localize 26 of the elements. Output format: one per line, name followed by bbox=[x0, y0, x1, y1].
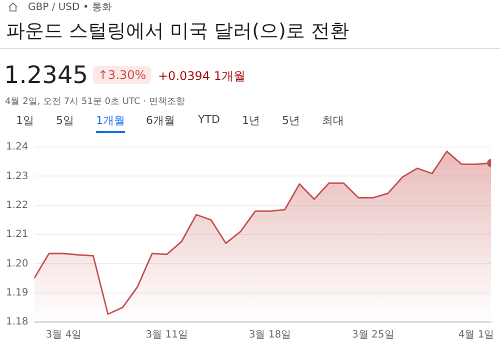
y-tick-label: 1.19 bbox=[6, 287, 28, 298]
y-tick-label: 1.21 bbox=[6, 229, 28, 240]
y-tick-label: 1.18 bbox=[6, 316, 28, 328]
y-tick-label: 1.22 bbox=[6, 200, 28, 211]
text: 1일 bbox=[16, 113, 34, 128]
text: 1년 bbox=[242, 113, 260, 128]
x-tick-label: 3월 11일 bbox=[146, 330, 188, 341]
y-tick-label: 1.23 bbox=[6, 170, 28, 182]
text: GBP / USD • 통화 bbox=[28, 1, 112, 14]
text: ↑3.30% bbox=[93, 66, 152, 84]
text: 4월 2일, 오전 7시 51분 0초 UTC · 면책조항 bbox=[5, 96, 185, 108]
text: 1개월 bbox=[96, 113, 125, 133]
y-tick-label: 1.24 bbox=[6, 142, 28, 153]
y-tick-label: 1.20 bbox=[6, 258, 28, 270]
text: YTD bbox=[198, 113, 220, 126]
text: 5년 bbox=[282, 113, 300, 128]
chart-title: 파운드 스털링에서 미국 달러(으)로 전환 bbox=[6, 19, 349, 44]
x-tick-label: 3월 18일 bbox=[248, 330, 292, 341]
text: 1.2345 bbox=[4, 61, 88, 89]
text: 5일 bbox=[56, 113, 74, 128]
text: 최대 bbox=[322, 113, 344, 128]
text: +0.0394 1개월 bbox=[158, 68, 246, 85]
x-tick-label: 4월 1일 bbox=[458, 330, 494, 341]
text: 6개월 bbox=[146, 113, 175, 128]
x-tick-label: 3월 4일 bbox=[46, 330, 82, 341]
x-tick-label: 3월 25일 bbox=[352, 330, 394, 341]
